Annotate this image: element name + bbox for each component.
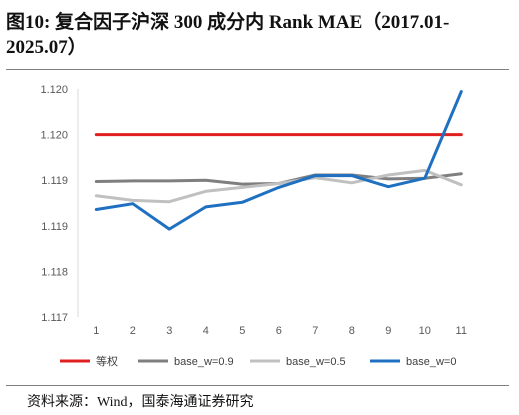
- x-tick-label: 10: [419, 325, 431, 337]
- figure-title: 图10: 复合因子沪深 300 成分内 Rank MAE（2017.01-202…: [6, 12, 450, 58]
- y-tick-label: 1.120: [40, 84, 68, 96]
- legend-label: base_w=0: [406, 356, 456, 368]
- x-tick-label: 4: [203, 325, 209, 337]
- y-tick-label: 1.119: [41, 175, 68, 187]
- legend-label: 等权: [96, 354, 118, 368]
- series-lines: [94, 90, 463, 231]
- line-chart: 1.117 1.118 1.119 1.119 1.120 1.120 1 2 3 4 5 6 7 8 9…: [40, 84, 467, 368]
- y-tick-label: 1.117: [41, 312, 68, 324]
- y-tick-label: 1.119: [41, 221, 68, 233]
- x-tick-label: 11: [456, 325, 467, 337]
- y-tick-label: 1.118: [41, 266, 68, 278]
- series-line-3: [94, 168, 463, 204]
- y-tick-label: 1.120: [40, 130, 68, 142]
- x-tick-label: 1: [93, 325, 99, 337]
- legend: 等权 base_w=0.9 base_w=0.5 base_w=0: [60, 354, 456, 368]
- x-tick-label: 6: [276, 325, 282, 337]
- x-axis: 1 2 3 4 5 6 7 8 9 10 11: [93, 325, 467, 337]
- x-tick-label: 5: [239, 325, 245, 337]
- x-tick-label: 3: [166, 325, 172, 337]
- title-divider: [6, 69, 509, 70]
- x-tick-label: 2: [130, 325, 136, 337]
- x-tick-label: 7: [312, 325, 318, 337]
- x-tick-label: 8: [349, 325, 355, 337]
- legend-label: base_w=0.9: [174, 356, 234, 368]
- x-tick-label: 9: [385, 325, 391, 337]
- y-axis: 1.117 1.118 1.119 1.119 1.120 1.120: [40, 84, 79, 324]
- legend-label: base_w=0.5: [286, 356, 346, 368]
- source-note: 资料来源：Wind，国泰海通证券研究: [27, 395, 254, 410]
- source-divider: [6, 385, 509, 386]
- series-line-4: [94, 90, 463, 231]
